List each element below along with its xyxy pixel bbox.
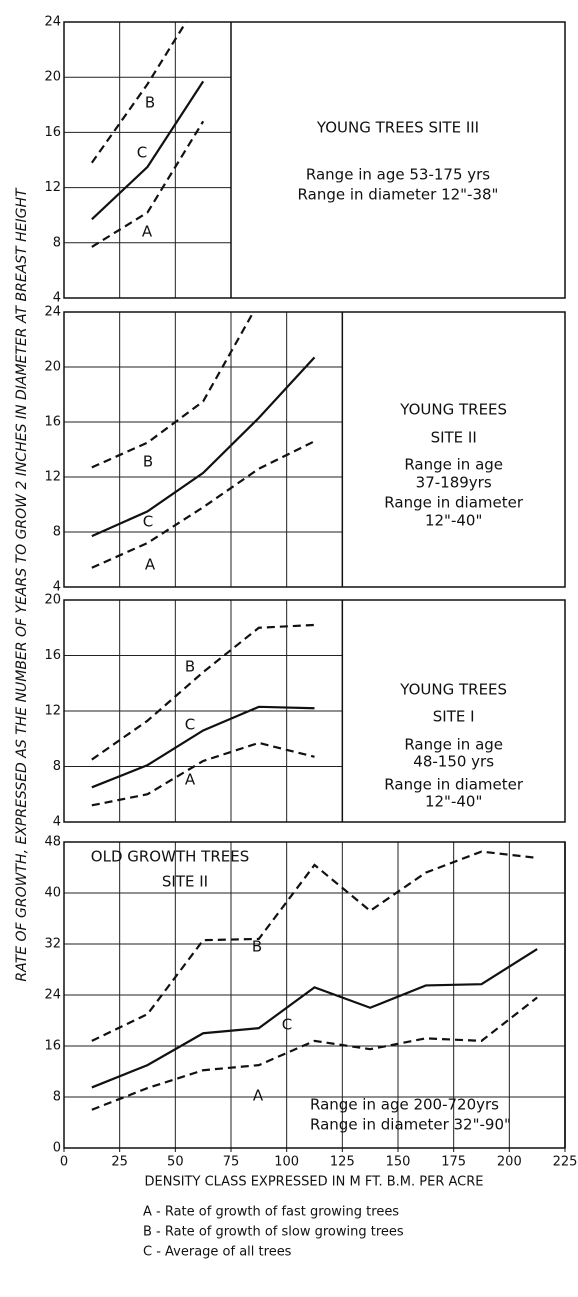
y-tick-label: 24 [44, 15, 61, 30]
y-tick-label: 8 [53, 235, 61, 250]
y-tick-label: 12 [44, 180, 61, 195]
panel-title: YOUNG TREES [399, 681, 507, 699]
x-tick-label: 50 [167, 1155, 184, 1170]
x-tick-label: 100 [274, 1155, 299, 1170]
y-tick-label: 4 [53, 291, 61, 306]
x-tick-label: 25 [111, 1155, 128, 1170]
y-tick-label: 8 [53, 525, 61, 540]
panel-note: 48-150 yrs [413, 753, 494, 771]
panel-title: YOUNG TREES SITE III [316, 119, 479, 137]
curve [91, 850, 538, 1042]
x-axis-title: DENSITY CLASS EXPRESSED IN M FT. B.M. PE… [145, 1175, 484, 1190]
y-tick-label: 4 [53, 815, 61, 830]
x-tick-label: 225 [553, 1155, 578, 1170]
y-tick-label: 16 [44, 415, 61, 430]
y-tick-label: 12 [44, 704, 61, 719]
panel-note: Range in age 200-720yrs [310, 1096, 499, 1114]
legend-entry: A - Rate of growth of fast growing trees [143, 1205, 399, 1220]
x-tick-label: 125 [330, 1155, 355, 1170]
panel-title: SITE II [162, 873, 208, 891]
y-tick-label: 32 [44, 937, 61, 952]
curve-label: B [143, 453, 153, 471]
x-tick-label: 175 [441, 1155, 466, 1170]
y-tick-label: 20 [44, 360, 61, 375]
y-tick-label: 16 [44, 648, 61, 663]
curve [91, 80, 205, 221]
y-tick-label: 16 [44, 125, 61, 140]
curve [91, 948, 538, 1089]
curve [91, 356, 316, 538]
y-tick-label: 20 [44, 593, 61, 608]
y-tick-label: 8 [53, 1090, 61, 1105]
panel-title: OLD GROWTH TREES [91, 848, 249, 866]
curve-label: C [137, 144, 147, 162]
y-axis-title: RATE OF GROWTH, EXPRESSED AS THE NUMBER … [14, 187, 30, 982]
curve-label: A [185, 771, 196, 789]
curve-label: C [282, 1016, 292, 1034]
curve-label: A [145, 556, 156, 574]
panel-title: YOUNG TREES [399, 401, 507, 419]
curve [91, 741, 315, 807]
panel-frame [63, 21, 566, 299]
panel-note: Range in diameter 12"-38" [298, 186, 499, 204]
y-tick-label: 0 [53, 1141, 61, 1156]
curve [91, 120, 205, 248]
curve [91, 312, 255, 469]
panel-note: Range in age [404, 736, 503, 754]
panel-note: 12"-40" [425, 793, 482, 811]
curve-label: B [185, 658, 195, 676]
y-tick-label: 20 [44, 70, 61, 85]
y-tick-label: 24 [44, 988, 61, 1003]
legend-entry: C - Average of all trees [143, 1245, 292, 1260]
panel-frame [63, 599, 566, 823]
panel-note: Range in diameter [384, 494, 524, 512]
curve-label: C [143, 513, 153, 531]
panel-title: SITE II [431, 429, 477, 447]
y-tick-label: 40 [44, 886, 61, 901]
curve [91, 440, 315, 569]
curve-label: A [253, 1087, 264, 1105]
x-tick-label: 75 [223, 1155, 240, 1170]
panel-frame [63, 311, 566, 588]
curve [91, 996, 538, 1111]
y-tick-label: 24 [44, 305, 61, 320]
panel-note: 12"-40" [425, 512, 482, 530]
curve-label: B [252, 938, 262, 956]
y-tick-label: 16 [44, 1039, 61, 1054]
curve [91, 705, 315, 789]
y-tick-label: 48 [44, 835, 61, 850]
x-tick-label: 200 [497, 1155, 522, 1170]
curve-label: A [142, 223, 153, 241]
curve-label: C [185, 716, 195, 734]
curve-label: B [145, 94, 155, 112]
curve [90, 22, 188, 164]
panel-note: 37-189yrs [416, 474, 492, 492]
y-tick-label: 8 [53, 759, 61, 774]
x-tick-label: 150 [386, 1155, 411, 1170]
y-tick-label: 4 [53, 580, 61, 595]
legend-entry: B - Rate of growth of slow growing trees [143, 1225, 404, 1240]
panel-note: Range in age 53-175 yrs [306, 166, 490, 184]
panel-note: Range in age [404, 456, 503, 474]
panel-note: Range in diameter 32"-90" [310, 1116, 511, 1134]
panel-title: SITE I [433, 708, 475, 726]
y-tick-label: 12 [44, 470, 61, 485]
curve [91, 623, 315, 761]
x-tick-label: 0 [60, 1155, 68, 1170]
panel-note: Range in diameter [384, 776, 524, 794]
